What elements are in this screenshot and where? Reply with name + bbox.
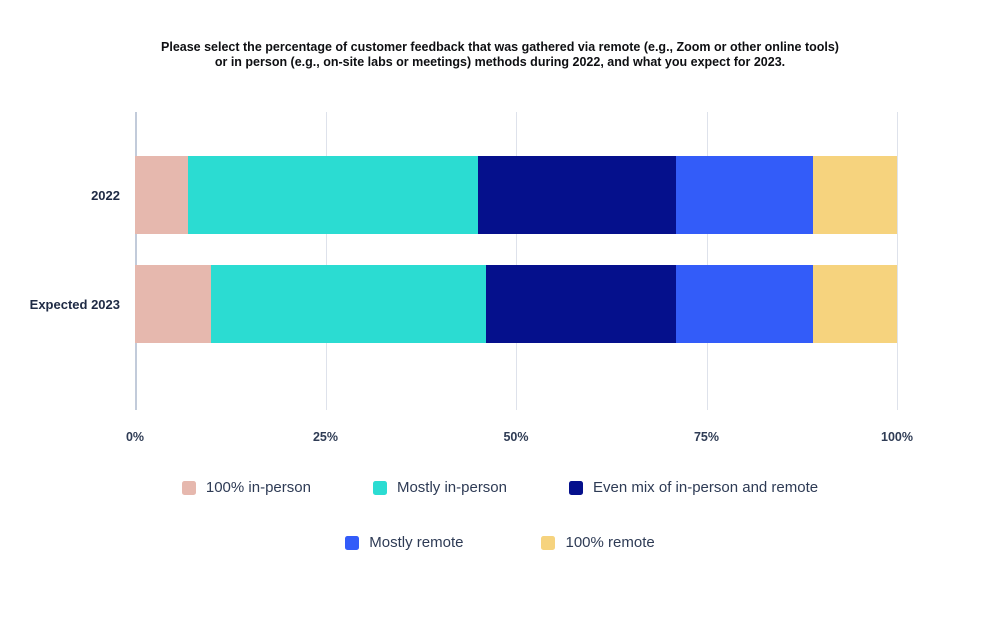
legend-row-2: Mostly remote 100% remote [0,534,1000,552]
gridline-75% [706,112,708,410]
gridline-100% [897,112,898,410]
x-tick-75: 75% [693,430,720,444]
category-label-expected-2023: Expected 2023 [29,297,120,312]
stacked-bar-2022 [135,156,897,234]
legend-item-mostly-in-person: Mostly in-person [372,479,507,497]
bar-segment-even-mix-of-in-person-and-remote [477,156,676,234]
legend-item-100-remote: 100% remote [541,534,655,552]
bar-segment-mostly-in-person [211,265,486,343]
gridline-25% [325,112,327,410]
legend-label-even-mix: Even mix of in-person and remote [593,479,819,496]
legend-label-mostly-in-person: Mostly in-person [396,479,507,496]
gridline-50% [516,112,517,410]
x-tick-100: 100% [881,430,913,444]
category-label-2022: 2022 [91,188,120,203]
legend-swatch-mostly-in-person [372,481,387,495]
bar-segment-100-remote [813,156,897,234]
chart-title: Please select the percentage of customer… [0,40,1000,70]
legend-swatch-100-remote [541,536,556,550]
x-axis: 0% 25% 50% 75% 100% [126,430,913,446]
legend-item-even-mix: Even mix of in-person and remote [569,479,818,497]
bar-segment-even-mix-of-in-person-and-remote [485,265,676,343]
bar-segment-100-in-person [135,265,212,343]
legend-label-mostly-remote: Mostly remote [369,534,464,551]
legend-swatch-100-in-person [181,481,196,495]
legend-item-mostly-remote: Mostly remote [345,534,463,552]
x-tick-0: 0% [125,430,145,444]
bar-segment-100-in-person [135,156,189,234]
gridline-0% [135,112,137,410]
chart-title-line1: Please select the percentage of customer… [161,40,839,54]
x-tick-50: 50% [503,430,529,444]
bar-segment-mostly-remote [675,156,814,234]
legend-swatch-even-mix [569,481,583,495]
bar-segment-mostly-remote [676,265,814,343]
legend-item-100-in-person: 100% in-person [181,479,311,497]
bar-segment-100-remote [813,265,897,343]
legend-label-100-in-person: 100% in-person [205,479,311,496]
x-tick-25: 25% [312,430,339,444]
plot-area [135,112,898,410]
legend-row-1: 100% in-person Mostly in-person Even mix… [0,479,1000,497]
chart-title-line2: or in person (e.g., on-site labs or meet… [214,55,786,69]
legend-label-100-remote: 100% remote [565,534,655,551]
bar-segment-mostly-in-person [188,156,478,234]
stacked-bar-expected-2023 [135,265,897,343]
legend-swatch-mostly-remote [345,536,360,550]
